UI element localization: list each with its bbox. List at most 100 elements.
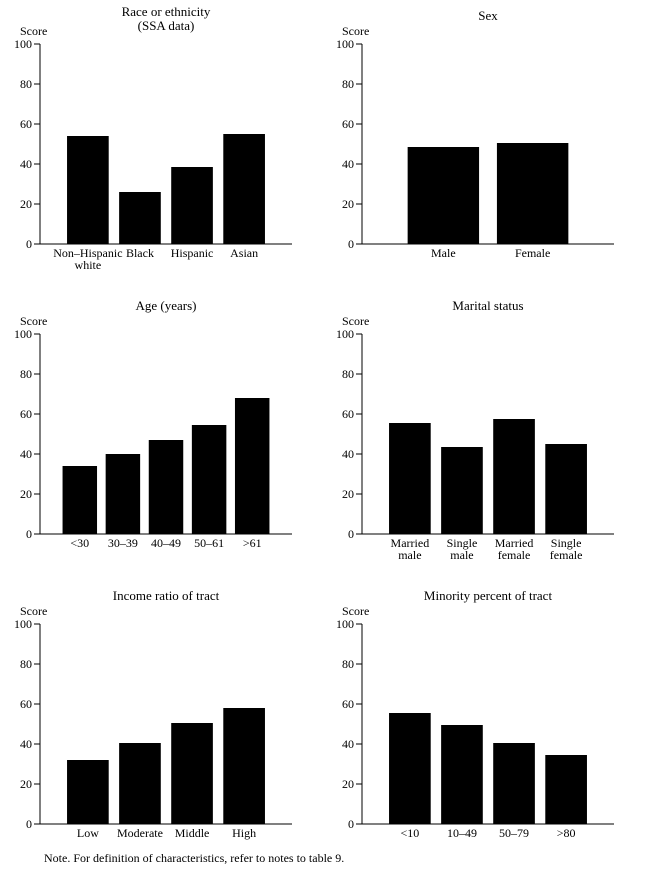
- x-category-label: Single: [447, 536, 478, 550]
- chart-title: Sex: [478, 8, 498, 23]
- x-category-label: male: [450, 548, 473, 562]
- minority-percent-of-tract-bar-1: [441, 725, 483, 824]
- chart-race-ethnicity: Race or ethnicity (SSA data) Score 0 20 40 60 8…: [0, 0, 322, 290]
- y-tick-label: 20: [342, 777, 354, 791]
- x-category-label: Male: [431, 246, 456, 260]
- x-category-label: 50–61: [194, 536, 224, 550]
- minority-percent-of-tract-bar-2: [493, 743, 535, 824]
- x-category-label: <30: [70, 536, 89, 550]
- y-tick-label: 20: [20, 197, 32, 211]
- x-category-label: Asian: [230, 246, 258, 260]
- race-ethnicity-bar-3: [223, 134, 265, 244]
- y-tick-label: 100: [14, 617, 32, 631]
- marital-status-bar-1: [441, 447, 483, 534]
- chart-title: Race or ethnicity: [122, 4, 211, 19]
- minority-percent-of-tract-bar-0: [389, 713, 431, 824]
- y-tick-label: 20: [20, 487, 32, 501]
- marital-status-bar-3: [545, 444, 587, 534]
- chart-title: Age (years): [136, 298, 197, 313]
- chart-canvas-sex: Sex Score 0 20 40 60 80 100 Male Female: [336, 8, 614, 260]
- chart-canvas-age-years: Age (years) Score 0 20 40 60 80 100 <30 30–39 40–4…: [14, 298, 292, 550]
- age-years-bar-2: [148, 440, 184, 534]
- age-years-bar-1: [105, 454, 141, 534]
- y-tick-label: 40: [20, 737, 32, 751]
- chart-marital-status: Marital status Score 0 20 40 60 80 100 Married ma…: [322, 290, 644, 580]
- x-category-label: >61: [243, 536, 262, 550]
- y-tick-label: 0: [348, 817, 354, 831]
- y-tick-label: 40: [20, 157, 32, 171]
- chart-canvas-marital-status: Marital statusScore020406080100Marriedma…: [336, 298, 614, 562]
- y-tick-label: 80: [342, 77, 354, 91]
- y-tick-label: 0: [26, 237, 32, 251]
- minority-percent-of-tract-bar-3: [545, 755, 587, 824]
- y-tick-label: 60: [342, 697, 354, 711]
- chart-age-years: Age (years) Score 0 20 40 60 80 100 <30 30–39 40–4…: [0, 290, 322, 580]
- race-ethnicity-bar-2: [171, 167, 213, 244]
- y-axis-label: Score: [20, 604, 47, 618]
- x-category-label: female: [550, 548, 583, 562]
- income-ratio-of-tract-bar-1: [119, 743, 161, 824]
- x-category-label: 40–49: [151, 536, 181, 550]
- y-tick-label: 0: [26, 527, 32, 541]
- income-ratio-of-tract-bar-3: [223, 708, 265, 824]
- y-tick-label: 100: [336, 617, 354, 631]
- chart-minority-percent-of-tract: Minority percent of tract Score 0 20 40 60 80 1…: [322, 580, 644, 870]
- y-tick-label: 60: [342, 117, 354, 131]
- chart-income-ratio-of-tract: Income ratio of tract Score 0 20 40 60 80 100 Lo…: [0, 580, 322, 870]
- x-category-label: Middle: [175, 826, 210, 840]
- y-axis-label: Score: [342, 604, 369, 618]
- x-category-label: <10: [400, 826, 419, 840]
- chart-sex: Sex Score 0 20 40 60 80 100 Male Female: [322, 0, 644, 290]
- x-category-label: High: [232, 826, 256, 840]
- x-category-label: male: [398, 548, 421, 562]
- y-tick-label: 0: [348, 527, 354, 541]
- y-axis-label: Score: [342, 24, 369, 38]
- y-tick-label: 80: [20, 77, 32, 91]
- chart-canvas-race-ethnicity: Race or ethnicity(SSA data) Score 0 20 40 60 8…: [14, 4, 292, 272]
- x-category-label: Low: [77, 826, 99, 840]
- marital-status-bar-2: [493, 419, 535, 534]
- chart-canvas-minority-percent-of-tract: Minority percent of tract Score 0 20 40 60 80 1…: [336, 588, 614, 840]
- x-category-label: Non–Hispanic: [53, 246, 122, 260]
- x-category-label: 10–49: [447, 826, 477, 840]
- x-category-label: female: [498, 548, 531, 562]
- age-years-bar-4: [234, 398, 270, 534]
- chart-title: Minority percent of tract: [424, 588, 553, 603]
- x-category-label: 50–79: [499, 826, 529, 840]
- income-ratio-of-tract-bar-2: [171, 723, 213, 824]
- income-ratio-of-tract-bar-0: [67, 760, 109, 824]
- y-axis-label: Score: [20, 314, 47, 328]
- y-tick-label: 100: [14, 327, 32, 341]
- age-years-bar-0: [62, 466, 98, 534]
- y-tick-label: 40: [20, 447, 32, 461]
- x-category-label: 30–39: [108, 536, 138, 550]
- x-category-label: Single: [551, 536, 582, 550]
- y-tick-label: 80: [342, 657, 354, 671]
- x-category-label: Married: [495, 536, 534, 550]
- race-ethnicity-bar-0: [67, 136, 109, 244]
- sex-bar-1: [496, 143, 569, 244]
- x-category-label: Moderate: [117, 826, 163, 840]
- chart-title: Income ratio of tract: [113, 588, 220, 603]
- y-tick-label: 80: [20, 657, 32, 671]
- chart-subtitle: (SSA data): [138, 18, 195, 33]
- x-category-label: >80: [557, 826, 576, 840]
- race-ethnicity-bar-1: [119, 192, 161, 244]
- x-category-label: Married: [391, 536, 430, 550]
- y-tick-label: 100: [336, 37, 354, 51]
- y-tick-label: 0: [348, 237, 354, 251]
- y-tick-label: 40: [342, 737, 354, 751]
- y-tick-label: 0: [26, 817, 32, 831]
- sex-bar-0: [407, 147, 480, 244]
- age-years-bar-3: [191, 425, 227, 534]
- y-tick-label: 20: [342, 487, 354, 501]
- y-axis-label: Score: [342, 314, 369, 328]
- y-axis-label: Score: [20, 24, 47, 38]
- marital-status-bar-0: [389, 423, 431, 534]
- y-tick-label: 20: [20, 777, 32, 791]
- x-category-label: Hispanic: [171, 246, 214, 260]
- y-tick-label: 20: [342, 197, 354, 211]
- y-tick-label: 40: [342, 157, 354, 171]
- y-tick-label: 40: [342, 447, 354, 461]
